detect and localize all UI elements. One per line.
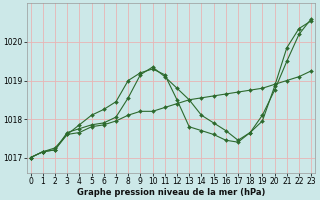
X-axis label: Graphe pression niveau de la mer (hPa): Graphe pression niveau de la mer (hPa) bbox=[77, 188, 265, 197]
